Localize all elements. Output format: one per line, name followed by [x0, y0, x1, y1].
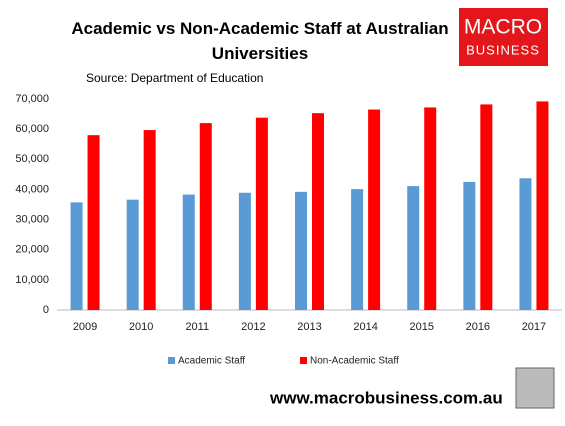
bar [351, 189, 364, 310]
y-tick-label: 30,000 [15, 213, 49, 225]
legend-swatch [168, 357, 175, 364]
x-tick-label: 2014 [353, 321, 377, 333]
bar [519, 178, 532, 310]
y-tick-label: 40,000 [15, 183, 49, 195]
x-tick-label: 2015 [409, 321, 433, 333]
chart-title: Academic vs Non-Academic Staff at Austra… [71, 19, 449, 63]
y-tick-label: 50,000 [15, 153, 49, 165]
x-tick-label: 2010 [129, 321, 153, 333]
bar [87, 135, 100, 310]
bar [199, 123, 212, 310]
logo-box [459, 8, 548, 66]
legend-swatch [300, 357, 307, 364]
bar [312, 113, 324, 310]
y-tick-label: 10,000 [15, 274, 49, 286]
x-tick-label: 2012 [241, 321, 265, 333]
logo-text: MACRO [464, 16, 542, 39]
y-tick-label: 60,000 [15, 123, 49, 135]
bar [368, 109, 381, 310]
x-tick-label: 2009 [73, 321, 97, 333]
x-tick-label: 2013 [297, 321, 321, 333]
x-tick-label: 2016 [466, 321, 490, 333]
bar [463, 181, 476, 310]
legend-label: Non-Academic Staff [310, 356, 399, 367]
bar [407, 186, 420, 310]
x-tick-label: 2017 [522, 321, 546, 333]
bar [182, 194, 195, 310]
y-tick-label: 70,000 [15, 93, 49, 105]
bar [536, 101, 549, 310]
bar [70, 202, 83, 310]
legend-label: Academic Staff [178, 356, 245, 367]
bar [238, 192, 251, 310]
y-tick-label: 0 [43, 304, 49, 316]
wolf-icon [515, 367, 555, 409]
bar [480, 104, 493, 310]
bar [424, 107, 437, 310]
footer: www.macrobusiness.com.au [269, 388, 503, 407]
x-tick-label: 2011 [185, 321, 209, 333]
bar [295, 191, 307, 310]
bar [143, 130, 156, 310]
bar [255, 117, 268, 310]
subtitle: Source: Department of Education [86, 71, 263, 85]
logo-text: BUSINESS [466, 42, 540, 57]
y-tick-label: 20,000 [15, 244, 49, 256]
bar [126, 199, 139, 310]
